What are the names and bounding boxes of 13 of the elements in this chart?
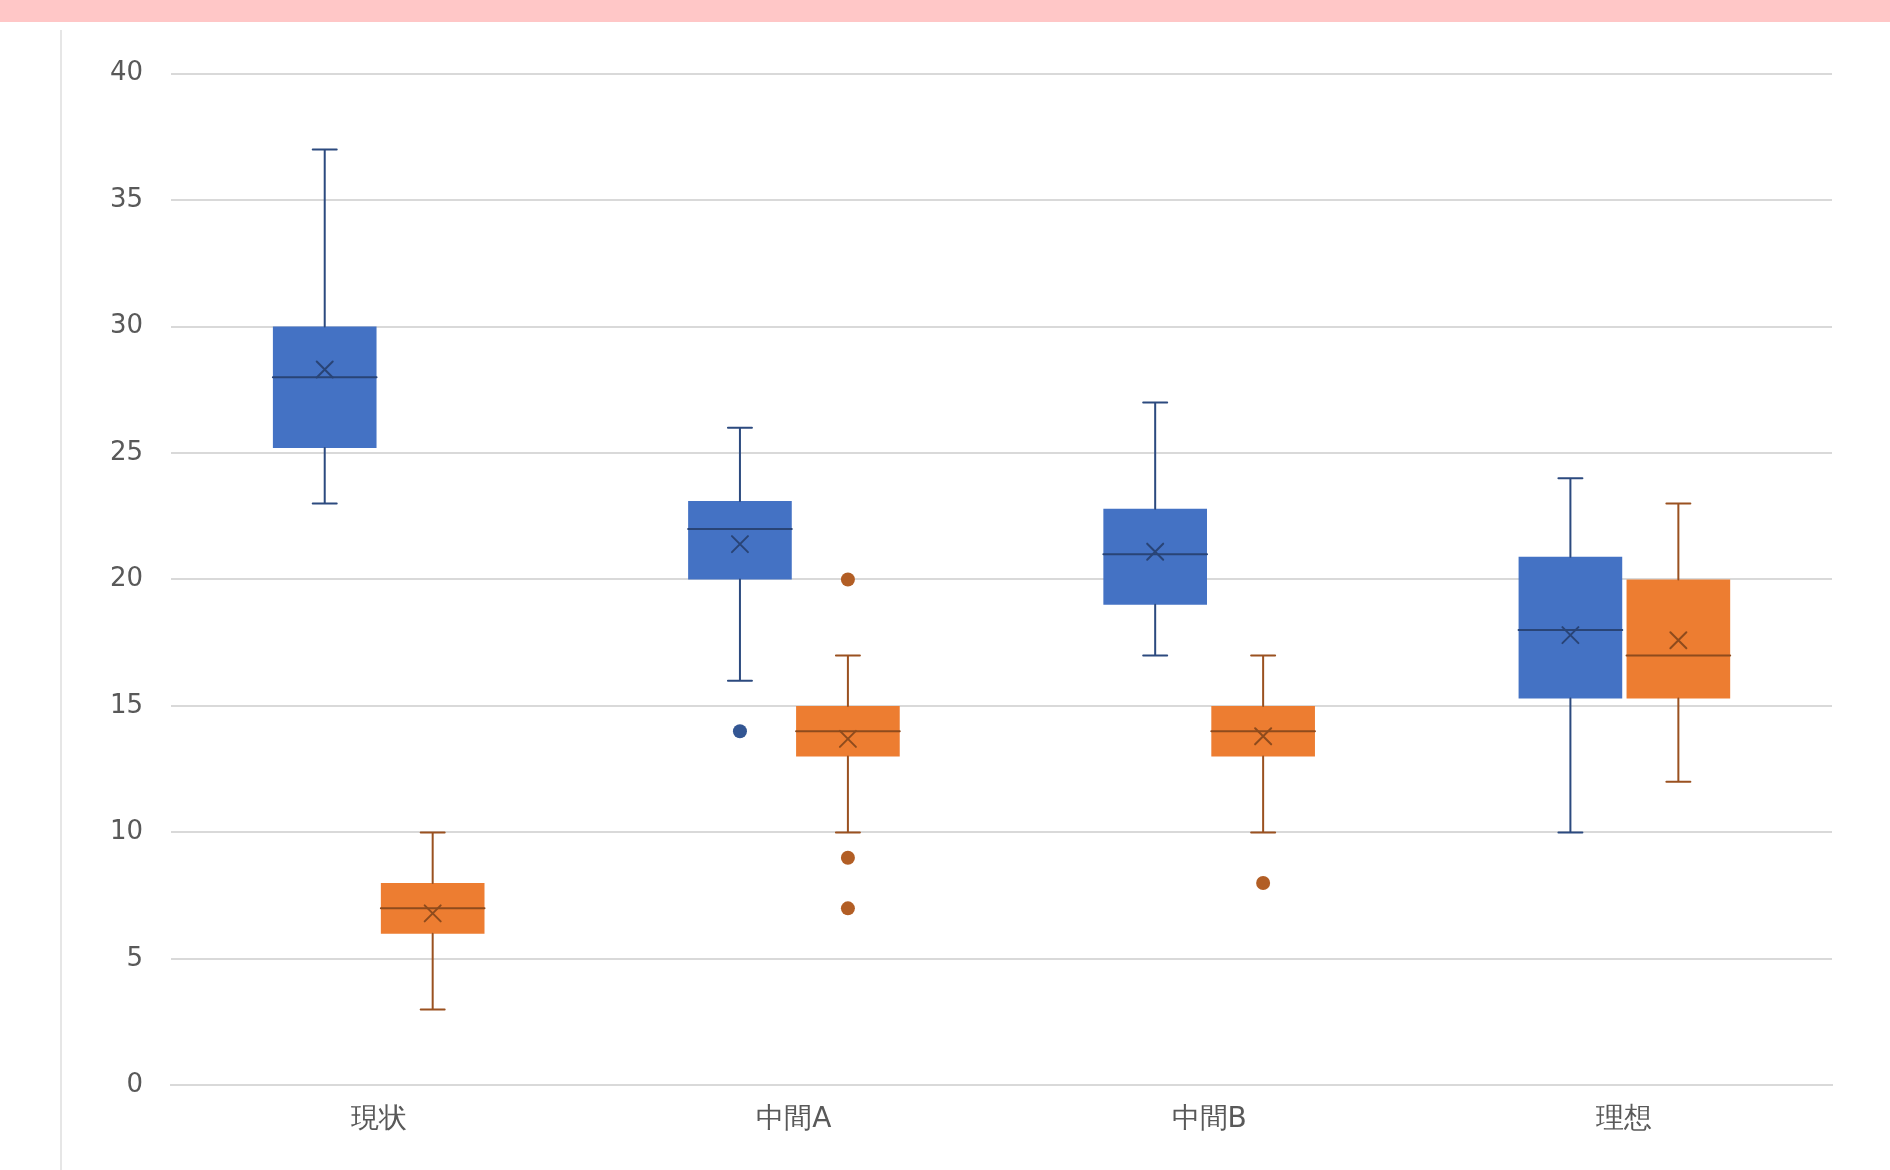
y-tick-label: 15 <box>109 688 144 719</box>
y-tick-label: 30 <box>109 309 144 340</box>
x-tick-label: 理想 <box>1596 1101 1653 1135</box>
x-tick-label: 中間B <box>1171 1101 1247 1135</box>
y-tick-label: 25 <box>109 435 144 466</box>
y-tick-label: 20 <box>109 562 144 593</box>
x-tick-label: 中間A <box>756 1101 832 1135</box>
y-tick-label: 0 <box>126 1068 144 1099</box>
y-tick-label: 10 <box>109 815 144 846</box>
y-tick-label: 35 <box>109 182 144 213</box>
y-tick-label: 40 <box>109 56 144 87</box>
y-tick-label: 5 <box>126 941 144 972</box>
x-tick-label: 現状 <box>350 1101 407 1135</box>
